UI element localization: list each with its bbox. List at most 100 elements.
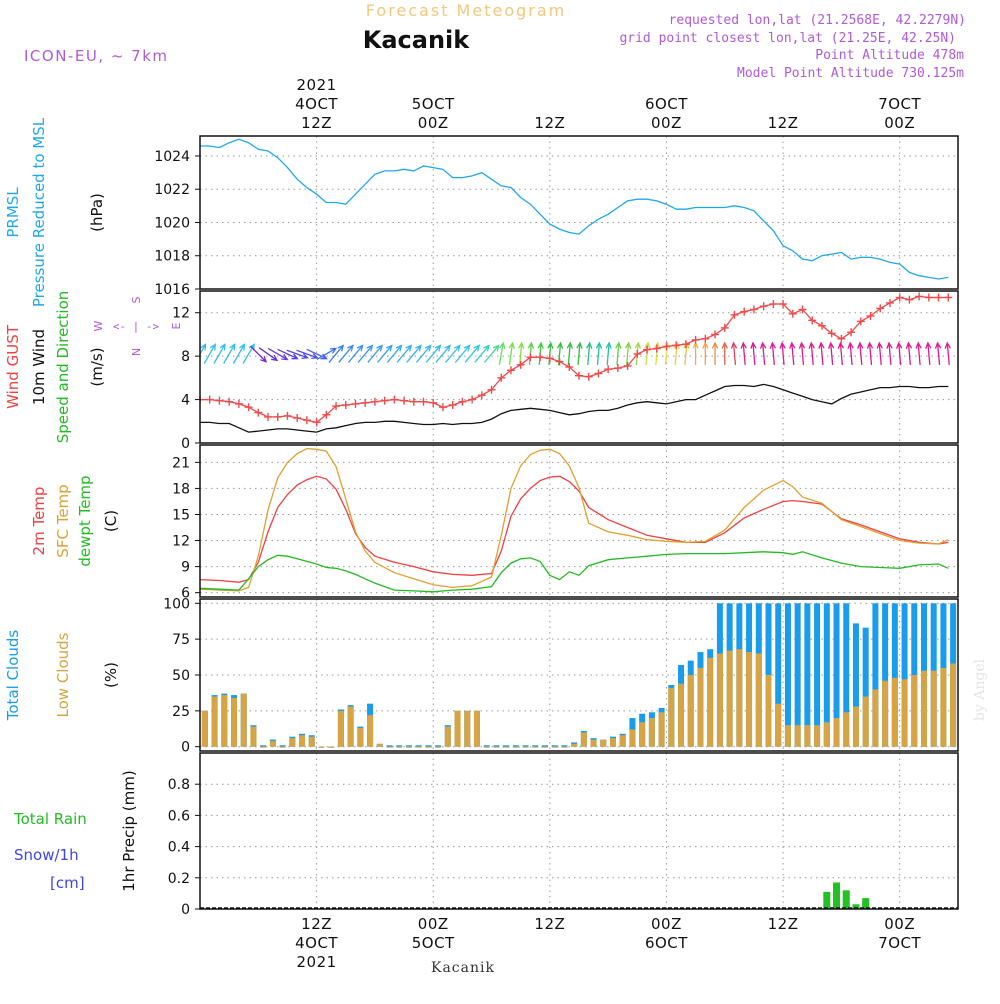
gust-marker bbox=[788, 309, 797, 318]
cloud-bar-low bbox=[279, 746, 286, 748]
gust-marker bbox=[516, 360, 525, 369]
wind-arrow-shaft bbox=[898, 342, 902, 365]
bottom-tick-label-0-2: 2021 bbox=[297, 953, 337, 971]
wind-arrow bbox=[605, 341, 612, 365]
cloud-bar-total bbox=[882, 603, 889, 747]
precip-panel: 0 0.2 0.4 0.6 0.8 Total Rain Snow/1h [cm] 1hr Pr… bbox=[13, 752, 959, 918]
wind-arrow-shaft bbox=[752, 342, 756, 365]
wind-arrow-head bbox=[492, 344, 500, 352]
wind-arrow-head bbox=[827, 341, 835, 349]
wind-arrow-shaft bbox=[357, 345, 373, 363]
gust-marker bbox=[915, 292, 924, 301]
bottom-tick-label-5-1: 7OCT bbox=[878, 934, 921, 952]
temperature-ylabel-1: SFC Temp bbox=[54, 484, 72, 557]
wind-arrow-head bbox=[415, 344, 422, 352]
gust-marker bbox=[448, 401, 457, 409]
wind-arrow bbox=[464, 344, 481, 363]
pressure-ylabel-0: PRMSL bbox=[4, 187, 22, 238]
gust-marker bbox=[429, 398, 438, 407]
wind-arrow bbox=[944, 341, 951, 365]
gust-marker bbox=[827, 329, 836, 338]
wind-arrow-head bbox=[356, 344, 364, 352]
gust-marker bbox=[487, 385, 496, 394]
wind-arrow bbox=[876, 341, 883, 365]
precip-legend-rain: Total Rain bbox=[13, 810, 87, 828]
wind-arrow-head bbox=[347, 344, 354, 352]
gust-marker bbox=[730, 310, 739, 319]
product-title: Forecast Meteogram bbox=[366, 1, 566, 20]
wind-arrow bbox=[377, 344, 393, 363]
gust-marker bbox=[438, 403, 447, 412]
gust-marker bbox=[779, 300, 788, 309]
precip-bar bbox=[823, 891, 831, 909]
pressure-ytick-label-1: 1018 bbox=[154, 249, 190, 265]
wind-ytick-label-1: 4 bbox=[181, 393, 190, 409]
cloud-bar-low bbox=[347, 706, 354, 747]
wind-arrow bbox=[905, 341, 913, 365]
wind-arrow-head bbox=[566, 341, 573, 349]
wind-arrow-shaft bbox=[868, 342, 873, 365]
cloud-bar-total bbox=[872, 603, 879, 747]
wind-ylabel-3: (m/s) bbox=[88, 347, 106, 386]
cloud-bar-low bbox=[396, 746, 403, 748]
wind-arrow-head bbox=[721, 341, 728, 349]
wind-arrow-head bbox=[934, 341, 942, 349]
cloud-bar-low bbox=[950, 663, 957, 747]
clouds-panel: 0 25 50 75 100 Total Clouds Low Clouds (%) bbox=[4, 596, 959, 756]
temperature-panel: 6 9 12 15 18 21 2m Temp SFC Temp dewpt Temp (C) bbox=[30, 444, 959, 602]
gust-marker bbox=[924, 293, 933, 302]
wind-arrow-head bbox=[673, 341, 680, 349]
wind-arrow bbox=[347, 344, 364, 363]
wind-arrow bbox=[576, 341, 583, 365]
wind-arrow-shaft bbox=[606, 342, 610, 365]
wind-arrow-shaft bbox=[306, 348, 327, 360]
wind-arrow bbox=[425, 344, 442, 363]
wind-arrow-head bbox=[595, 341, 603, 349]
precip-legend-snow: Snow/1h bbox=[14, 846, 79, 864]
cloud-bar-low bbox=[299, 735, 306, 747]
wind-arrow-head bbox=[385, 344, 393, 352]
wind-arrow bbox=[827, 341, 835, 365]
pressure-content bbox=[200, 138, 949, 280]
pressure-ytick-label-0: 1016 bbox=[154, 282, 190, 298]
clouds-ytick-label-3: 75 bbox=[172, 632, 190, 648]
wind-arrow-head bbox=[730, 341, 738, 349]
wind-arrow-shaft bbox=[328, 345, 344, 363]
wind-arrow bbox=[250, 345, 268, 363]
clouds-ylabel-0: Total Clouds bbox=[4, 630, 22, 722]
gust-marker bbox=[322, 410, 331, 419]
pressure-ylabel-2: (hPa) bbox=[88, 193, 106, 232]
wind-arrow-shaft bbox=[250, 345, 267, 363]
wind-arrow-head bbox=[837, 341, 845, 349]
gust-marker bbox=[847, 328, 856, 337]
gust-marker bbox=[526, 353, 535, 362]
wind-arrow-head bbox=[483, 344, 490, 352]
cloud-bar-low bbox=[648, 718, 655, 747]
cloud-bar-low bbox=[551, 746, 558, 748]
gust-marker bbox=[711, 330, 720, 339]
cloud-bar-low bbox=[522, 746, 529, 748]
cloud-bar-total bbox=[435, 745, 442, 747]
cloud-bar-low bbox=[435, 746, 442, 748]
bottom-tick-label-0-0: 12Z bbox=[301, 915, 332, 933]
wind-arrow-head bbox=[239, 343, 246, 351]
cloud-bar-low bbox=[260, 746, 267, 748]
cloud-bar-low bbox=[415, 746, 422, 748]
wind-arrow-head bbox=[366, 344, 374, 352]
cloud-bar-total bbox=[483, 745, 490, 747]
gust-marker bbox=[798, 305, 807, 314]
wind-arrow-shaft bbox=[367, 345, 383, 363]
wind-arrow-shaft bbox=[616, 342, 620, 365]
gust-marker bbox=[506, 366, 515, 375]
wind-arrow-head bbox=[444, 344, 451, 352]
wind-arrow bbox=[769, 341, 777, 365]
cloud-bar-low bbox=[600, 739, 607, 747]
gust-marker bbox=[400, 396, 409, 405]
wind-ytick-label-3: 12 bbox=[172, 306, 190, 322]
wind-arrow bbox=[277, 348, 299, 360]
gust-marker bbox=[701, 334, 710, 343]
gust-marker bbox=[205, 395, 214, 404]
location-title: Kacanik bbox=[363, 26, 471, 54]
wind-arrow-head bbox=[395, 344, 403, 352]
cloud-bar-low bbox=[639, 722, 646, 747]
